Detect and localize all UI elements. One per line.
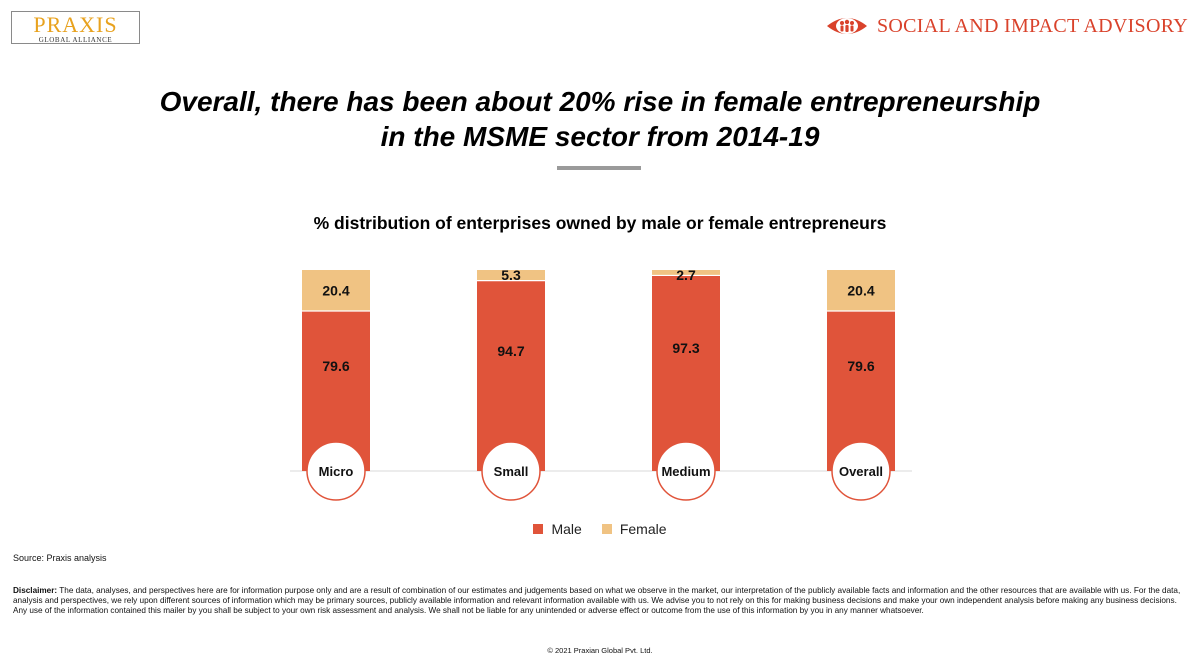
data-label-male-micro: 79.6: [322, 358, 349, 374]
legend-label-male: Male: [551, 521, 582, 537]
headline-line-2: in the MSME sector from 2014-19: [380, 121, 820, 152]
stacked-bar-chart: 20.4 79.6 Micro 5.3 94.7 Small 2.7 97.3 Medium 20…: [290, 267, 912, 501]
bar-female-overall: [827, 270, 895, 312]
bar-male-small: [477, 280, 545, 471]
logo-main-text: PRAXIS: [33, 12, 118, 37]
data-label-male-medium: 97.3: [672, 340, 699, 356]
chart-title: % distribution of enterprises owned by m…: [313, 213, 887, 233]
category-label-small: Small: [494, 464, 529, 479]
disclaimer: Disclaimer: The data, analyses, and pers…: [13, 586, 1183, 617]
category-circle-small: [481, 441, 541, 501]
disclaimer-text: The data, analyses, and perspectives her…: [13, 586, 1181, 616]
data-label-male-overall: 79.6: [847, 358, 874, 374]
data-label-female-micro: 20.4: [322, 283, 349, 299]
bar-female-small: [477, 270, 545, 281]
category-circle-micro: [306, 441, 366, 501]
category-circle-overall: [831, 441, 891, 501]
source-note: Source: Praxis analysis: [13, 553, 107, 563]
bar-male-medium: [652, 275, 720, 471]
eye-people-icon: [826, 18, 867, 34]
praxis-logo: PRAXIS GLOBAL ALLIANCE: [11, 11, 140, 44]
category-label-overall: Overall: [839, 464, 883, 479]
data-label-female-medium: 2.7: [676, 267, 696, 283]
data-label-female-overall: 20.4: [847, 283, 874, 299]
bar-female-medium: [652, 270, 720, 276]
category-circle-medium: [656, 441, 716, 501]
brand-header: SOCIAL AND IMPACT ADVISORY: [825, 12, 1188, 40]
chart-legend: Male Female: [0, 521, 1200, 537]
headline-line-1: Overall, there has been about 20% rise i…: [159, 86, 1041, 117]
title-divider: [557, 166, 641, 170]
logo-sub-text: GLOBAL ALLIANCE: [38, 36, 113, 44]
copyright: © 2021 Praxian Global Pvt. Ltd.: [547, 646, 653, 655]
data-label-female-small: 5.3: [501, 267, 521, 283]
legend-item-male: Male: [533, 521, 582, 537]
category-label-micro: Micro: [319, 464, 354, 479]
disclaimer-label: Disclaimer:: [13, 586, 58, 595]
legend-swatch-male: [533, 524, 544, 534]
category-label-medium: Medium: [661, 464, 710, 479]
bar-female-micro: [302, 270, 370, 312]
headline: Overall, there has been about 20% rise i…: [0, 84, 1200, 154]
legend-label-female: Female: [619, 521, 667, 537]
legend-item-female: Female: [601, 521, 667, 537]
legend-swatch-female: [601, 524, 612, 534]
brand-title: SOCIAL AND IMPACT ADVISORY: [876, 14, 1188, 37]
data-label-male-small: 94.7: [497, 343, 524, 359]
